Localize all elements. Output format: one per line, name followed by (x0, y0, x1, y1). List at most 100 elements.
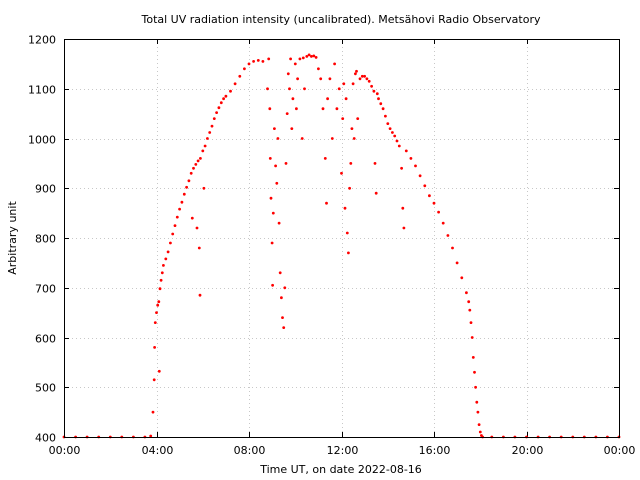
data-point (455, 261, 459, 265)
data-point (155, 311, 158, 314)
data-point (175, 215, 179, 219)
data-point (202, 186, 206, 190)
data-point (305, 55, 309, 58)
data-point (328, 77, 332, 81)
data-point (375, 92, 379, 96)
data-point (317, 67, 320, 71)
data-point (288, 87, 291, 91)
data-point (153, 321, 157, 324)
data-point (185, 185, 189, 189)
data-point (469, 321, 473, 324)
data-point (354, 72, 357, 76)
data-point (414, 164, 417, 168)
data-point (446, 234, 450, 237)
data-point (189, 171, 193, 175)
data-point (428, 194, 431, 198)
data-point (219, 101, 223, 105)
data-point (296, 77, 299, 81)
data-point (314, 56, 318, 59)
data-point (162, 264, 165, 267)
data-point (409, 157, 413, 160)
data-point (217, 106, 221, 110)
data-point (330, 137, 334, 140)
data-point (282, 326, 286, 329)
data-point (465, 291, 468, 295)
data-point (252, 60, 256, 63)
data-point (198, 293, 202, 297)
data-point (203, 144, 207, 148)
data-point (358, 77, 362, 81)
data-point (238, 74, 242, 78)
data-point (335, 107, 339, 111)
data-point (277, 221, 281, 225)
data-point (194, 163, 198, 166)
data-point (347, 251, 350, 255)
data-point (310, 55, 313, 58)
chart-title: Total UV radiation intensity (uncalibrat… (141, 13, 541, 26)
data-point (290, 127, 294, 130)
data-point (261, 60, 265, 63)
data-point (187, 179, 191, 183)
data-point (269, 196, 273, 200)
plot-frame (64, 39, 620, 438)
data-point (384, 114, 387, 118)
data-point (166, 250, 170, 254)
y-tick-label: 400 (35, 432, 56, 445)
data-point (343, 206, 347, 210)
data-point (373, 162, 377, 165)
y-tick-label: 500 (35, 382, 56, 395)
data-point (196, 159, 200, 163)
data-point (293, 62, 297, 66)
y-tick-label: 1200 (28, 34, 56, 47)
data-point (247, 62, 251, 66)
data-point (215, 111, 219, 114)
x-tick-label: 00:00 (49, 444, 81, 457)
data-point (157, 369, 161, 373)
y-tick-label: 1000 (28, 134, 56, 147)
y-tick-label: 1100 (28, 84, 56, 97)
x-tick-label: 12:00 (327, 444, 359, 457)
data-point (404, 149, 408, 153)
data-point (190, 216, 194, 220)
data-point (476, 410, 480, 414)
data-point (171, 232, 175, 236)
data-point (400, 166, 403, 170)
data-point (345, 231, 349, 235)
data-point (289, 57, 292, 61)
data-point (379, 102, 383, 106)
data-point (441, 221, 445, 225)
data-point (471, 356, 475, 359)
data-point (321, 107, 325, 111)
data-point (291, 97, 295, 101)
data-point (195, 226, 199, 230)
data-point (271, 283, 274, 287)
data-point (284, 162, 288, 165)
data-point (303, 87, 306, 91)
data-point (229, 89, 232, 93)
data-point (478, 430, 482, 434)
data-point (348, 186, 351, 190)
data-point (423, 184, 427, 188)
data-point (475, 400, 479, 404)
data-point (276, 137, 280, 140)
axis-ticks: 400 500 600 700 800 900 1000 1100 1200 00:00 04:00… (28, 34, 635, 458)
data-point (344, 97, 348, 101)
data-point (160, 271, 164, 275)
data-point (388, 127, 392, 130)
y-tick-label: 700 (35, 283, 56, 296)
y-tick-label: 600 (35, 333, 56, 346)
data-point (268, 157, 272, 160)
data-point (397, 144, 401, 148)
data-point (149, 434, 153, 438)
grid-lines (64, 39, 619, 437)
data-point (393, 134, 397, 138)
data-point (432, 201, 436, 205)
data-point (360, 74, 364, 78)
data-point (157, 300, 161, 304)
data-point (266, 87, 269, 91)
data-point (325, 201, 328, 205)
data-point (326, 97, 329, 101)
data-point (363, 74, 366, 78)
data-point (351, 82, 355, 86)
